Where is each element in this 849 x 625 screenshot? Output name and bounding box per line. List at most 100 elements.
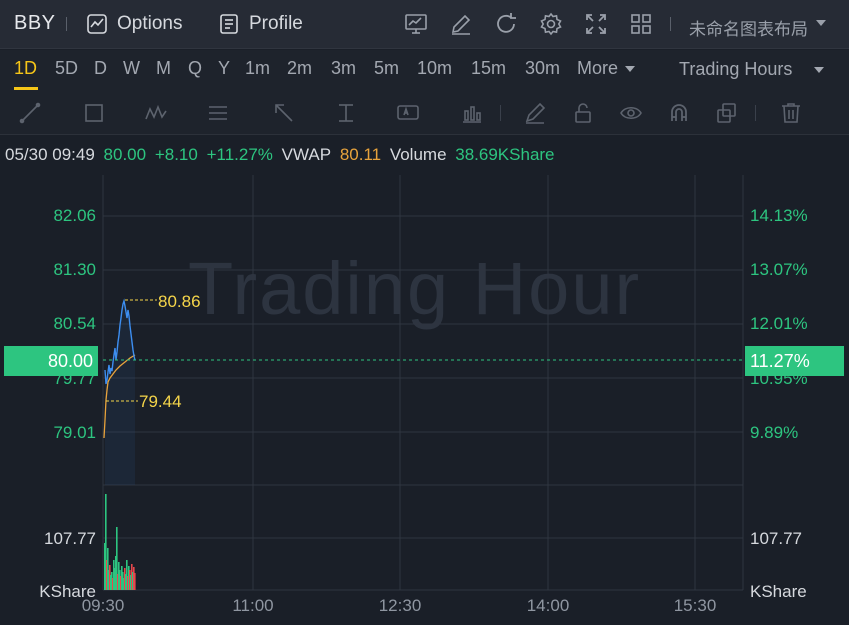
quote-price: 80.00 (103, 145, 147, 164)
profile-label: Profile (249, 13, 303, 34)
current-pct-tag: 11.27% (745, 346, 844, 376)
low-annotation: 79.44 (139, 392, 182, 411)
period-10m[interactable]: 10m (417, 58, 453, 78)
options-icon (87, 14, 107, 34)
chart-template-icon[interactable] (404, 12, 428, 36)
volume-axis-label: 107.77 (44, 529, 96, 548)
volume-bar (123, 578, 125, 590)
price-axis-label: 81.30 (53, 260, 96, 279)
volume-bar (112, 578, 114, 590)
fullscreen-icon[interactable] (584, 12, 608, 36)
period-5m[interactable]: 5m (374, 58, 400, 78)
wave-tool-icon[interactable] (144, 101, 168, 125)
volume-bar (115, 556, 117, 590)
period-15m[interactable]: 15m (471, 58, 507, 78)
volume-bar (114, 568, 116, 590)
time-axis-label: 15:30 (673, 596, 717, 615)
vwap-line (103, 354, 136, 439)
volume-bar (113, 560, 115, 590)
period-1d[interactable]: 1D (14, 58, 38, 78)
period-2m[interactable]: 2m (287, 58, 313, 78)
copy-icon[interactable] (715, 101, 739, 125)
volume-bar (130, 575, 132, 590)
volume-bar (134, 573, 136, 590)
period-m[interactable]: M (156, 58, 171, 78)
volume-bar (128, 566, 130, 590)
period-5d[interactable]: 5D (55, 58, 79, 78)
chevron-down-icon[interactable] (625, 66, 635, 72)
period-30m[interactable]: 30m (525, 58, 561, 78)
volume-label: Volume (389, 145, 447, 164)
period-more[interactable]: More (577, 58, 619, 78)
time-axis-label: 11:00 (232, 596, 274, 615)
text-tool-icon[interactable] (396, 101, 420, 125)
price-axis-label: 80.54 (53, 314, 96, 333)
time-axis-label: 09:30 (81, 596, 125, 615)
volume-unit-label: KShare (39, 582, 96, 601)
magnet-icon[interactable] (667, 101, 691, 125)
vwap-value: 80.11 (339, 145, 382, 164)
arrow-tool-icon[interactable] (272, 101, 296, 125)
pct-axis-label: 12.01% (750, 314, 808, 333)
period-d[interactable]: D (94, 58, 107, 78)
chart-grid (102, 175, 744, 591)
period-y[interactable]: Y (218, 58, 231, 78)
current-price-tag: 80.00 (4, 346, 98, 376)
volume-bar (122, 572, 124, 590)
drawing-toolbar (0, 91, 849, 135)
rectangle-tool-icon[interactable] (82, 101, 106, 125)
toolbar-divider (66, 17, 67, 31)
period-w[interactable]: W (123, 58, 140, 78)
period-1m[interactable]: 1m (245, 58, 271, 78)
refresh-icon[interactable] (494, 12, 518, 36)
profile-button[interactable]: Profile (218, 11, 303, 37)
settings-icon[interactable] (539, 12, 563, 36)
trading-hours-dropdown[interactable]: Trading Hours (679, 59, 793, 79)
high-annotation: 80.86 (158, 292, 201, 311)
measure-tool-icon[interactable] (334, 101, 358, 125)
layout-grid-icon[interactable] (629, 12, 653, 36)
volume-bar (125, 574, 127, 590)
pct-axis-label: 14.13% (750, 206, 808, 225)
volume-bar (131, 564, 133, 590)
volume-bar (132, 572, 134, 590)
indicator-tool-icon[interactable] (460, 101, 484, 125)
layout-name-dropdown[interactable]: 未命名图表布局 (689, 20, 808, 39)
period-q[interactable]: Q (188, 58, 203, 78)
draw-icon[interactable] (449, 12, 473, 36)
eye-icon[interactable] (619, 101, 643, 125)
volume-bar (126, 560, 128, 590)
volume-bar (120, 576, 122, 590)
active-period-indicator (14, 87, 38, 90)
vwap-label: VWAP (281, 145, 332, 164)
toolbar-divider (500, 105, 501, 121)
volume-bar (116, 527, 118, 590)
period-bar: 1D 5D D W M Q Y 1m 2m 3m 5m 10m 15m 30m … (0, 50, 849, 91)
price-area-fill (105, 301, 135, 485)
pct-axis-label: 9.89% (750, 423, 799, 442)
lock-icon[interactable] (571, 101, 595, 125)
trash-icon[interactable] (779, 101, 803, 125)
quote-datetime: 05/30 09:49 (5, 145, 95, 164)
price-axis-label: 82.06 (53, 206, 96, 225)
options-button[interactable]: Options (86, 11, 182, 37)
chevron-down-icon[interactable] (814, 67, 824, 73)
period-3m[interactable]: 3m (331, 58, 357, 78)
volume-unit-label: KShare (750, 582, 807, 601)
ticker-symbol[interactable]: BBY (14, 12, 56, 34)
chevron-down-icon[interactable] (816, 20, 826, 26)
volume-bar (129, 570, 131, 590)
price-axis-label: 79.01 (53, 423, 96, 442)
line-tool-icon[interactable] (18, 101, 42, 125)
volume-bar (108, 570, 110, 590)
fibonacci-tool-icon[interactable] (206, 101, 230, 125)
volume-value: 38.69KShare (455, 145, 555, 164)
volume-bar (104, 543, 106, 590)
quote-change-pct: +11.27% (206, 145, 273, 164)
time-axis-label: 12:30 (378, 596, 422, 615)
brush-tool-icon[interactable] (523, 101, 547, 125)
volume-bar (127, 576, 129, 590)
volume-bars (104, 494, 136, 590)
time-axis-label: 14:00 (526, 596, 570, 615)
